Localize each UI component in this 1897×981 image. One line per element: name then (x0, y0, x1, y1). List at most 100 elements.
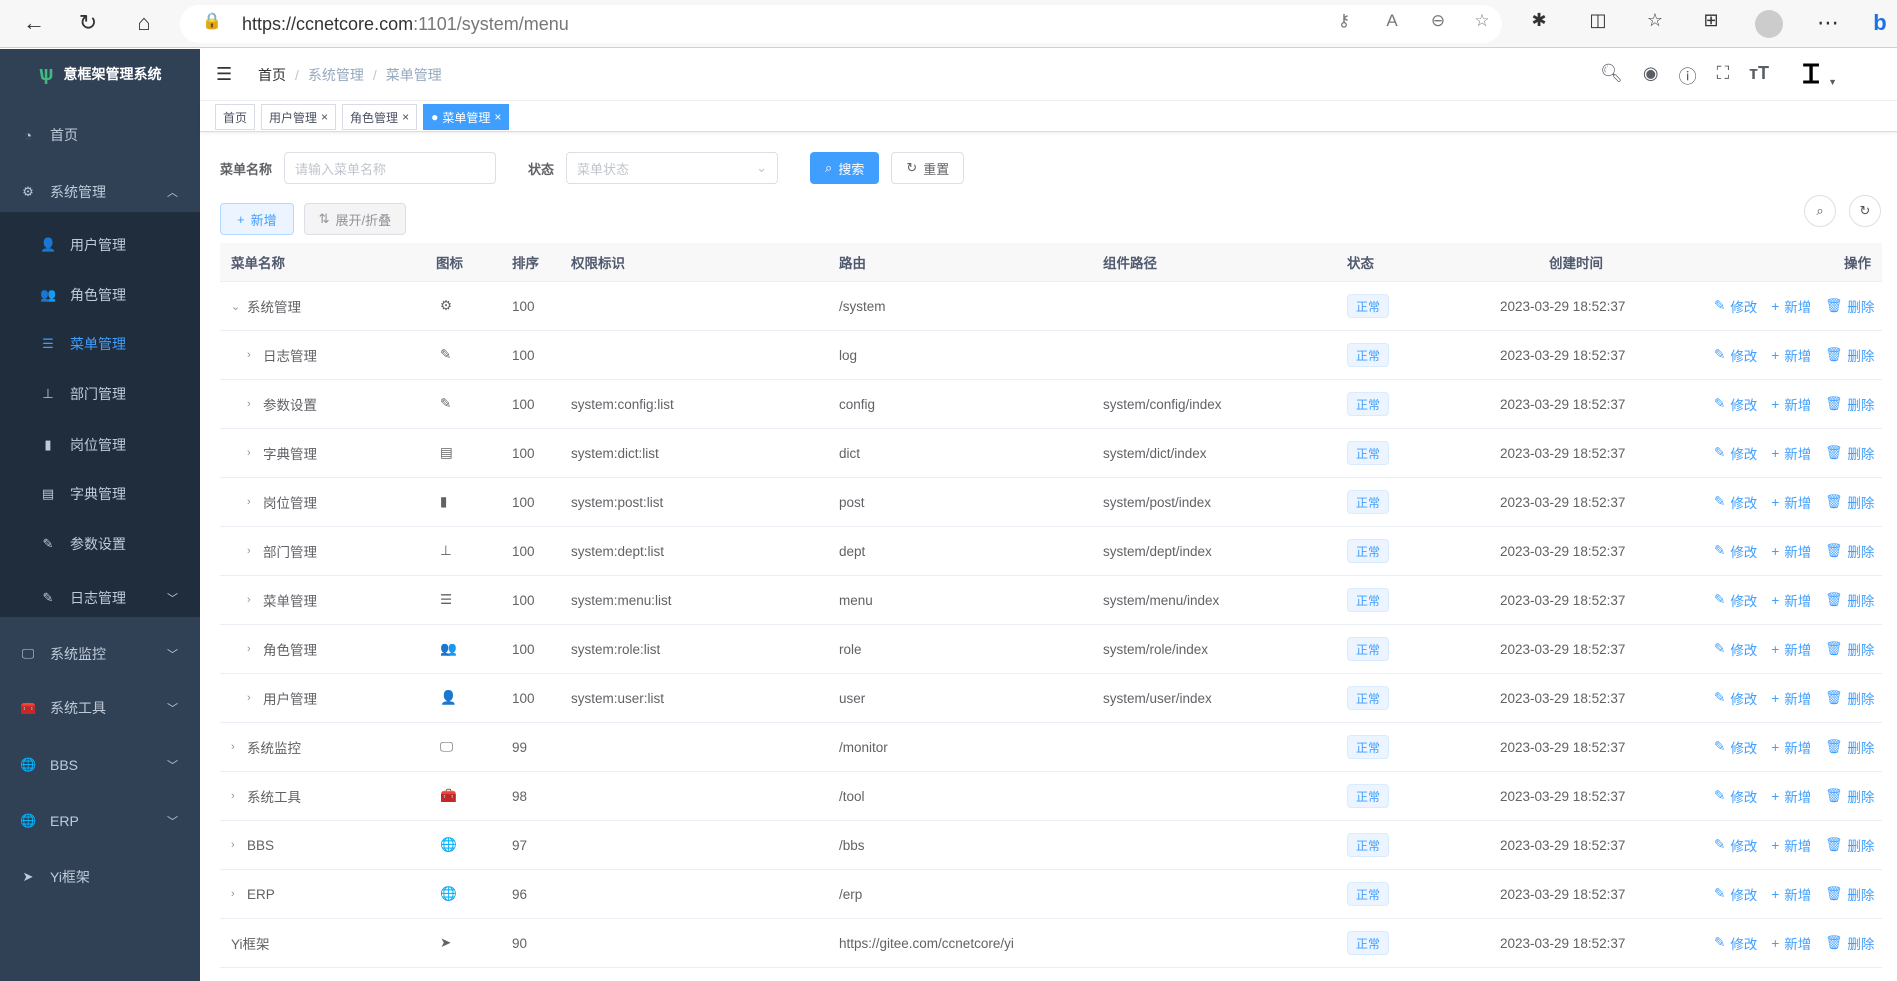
add-child-button[interactable]: + 新增 (1771, 688, 1811, 708)
edit-button[interactable]: ✎ 修改 (1714, 590, 1757, 610)
chevron-right-icon[interactable]: › (247, 349, 251, 361)
edit-button[interactable]: ✎ 修改 (1714, 345, 1757, 365)
chevron-right-icon[interactable]: › (247, 398, 251, 410)
delete-button[interactable]: 🗑︎ 删除 (1825, 884, 1874, 904)
tag-menu[interactable]: ● 菜单管理 × (423, 104, 510, 130)
close-icon[interactable]: × (494, 110, 502, 124)
tag-user[interactable]: 用户管理 × (261, 104, 337, 130)
profile-avatar[interactable] (1755, 10, 1783, 38)
split-screen-icon[interactable]: ◫ (1589, 10, 1607, 30)
sidebar-item[interactable]: ⊥ 部门管理 (0, 369, 200, 419)
add-child-button[interactable]: + 新增 (1771, 345, 1811, 365)
refresh-icon[interactable]: ↻ (78, 10, 98, 35)
edit-button[interactable]: ✎ 修改 (1714, 737, 1757, 757)
delete-button[interactable]: 🗑︎ 删除 (1825, 492, 1874, 512)
toggle-search-button[interactable]: ⌕ (1804, 195, 1836, 227)
chevron-right-icon[interactable]: › (247, 643, 251, 655)
refresh-button[interactable]: ↻ (1849, 195, 1881, 227)
sidebar-item[interactable]: ✎ 日志管理 ﹀ (0, 573, 200, 623)
delete-button[interactable]: 🗑︎ 删除 (1825, 639, 1874, 659)
sidebar-item[interactable]: ⚙ 系统管理 ︿ (0, 167, 200, 217)
add-child-button[interactable]: + 新增 (1771, 737, 1811, 757)
chevron-down-icon[interactable]: ⌄ (231, 300, 241, 313)
github-icon[interactable]: ◉ (1642, 63, 1659, 83)
zoom-out-icon[interactable]: ⊖ (1430, 11, 1446, 30)
add-button[interactable]: + 新增 (220, 203, 294, 235)
chevron-right-icon[interactable]: › (231, 741, 235, 753)
tag-home[interactable]: 首页 (215, 104, 256, 130)
chevron-right-icon[interactable]: › (231, 839, 235, 851)
delete-button[interactable]: 🗑︎ 删除 (1825, 541, 1874, 561)
add-child-button[interactable]: + 新增 (1771, 590, 1811, 610)
sidebar-item[interactable]: 👤 用户管理 (0, 220, 200, 270)
edit-button[interactable]: ✎ 修改 (1714, 443, 1757, 463)
add-child-button[interactable]: + 新增 (1771, 541, 1811, 561)
edit-button[interactable]: ✎ 修改 (1714, 688, 1757, 708)
chevron-right-icon[interactable]: › (247, 496, 251, 508)
chevron-right-icon[interactable]: › (247, 692, 251, 704)
add-child-button[interactable]: + 新增 (1771, 296, 1811, 316)
add-child-button[interactable]: + 新增 (1771, 394, 1811, 414)
back-icon[interactable]: ← (23, 10, 45, 35)
edit-button[interactable]: ✎ 修改 (1714, 296, 1757, 316)
delete-button[interactable]: 🗑︎ 删除 (1825, 590, 1874, 610)
address-bar[interactable]: 🔒 https://ccnetcore.com:1101/system/menu… (180, 5, 1502, 43)
breadcrumb-item[interactable]: 首页 (258, 66, 286, 83)
edit-button[interactable]: ✎ 修改 (1714, 933, 1757, 953)
sidebar-item[interactable]: ☰ 菜单管理 (0, 319, 200, 369)
chevron-right-icon[interactable]: › (231, 790, 235, 802)
menu-name-input[interactable]: 请输入菜单名称 (284, 152, 497, 184)
edit-button[interactable]: ✎ 修改 (1714, 835, 1757, 855)
tag-role[interactable]: 角色管理 × (342, 104, 418, 130)
expand-collapse-button[interactable]: ⇅ 展开/折叠 (303, 203, 407, 235)
delete-button[interactable]: 🗑︎ 删除 (1825, 394, 1874, 414)
chevron-right-icon[interactable]: › (231, 888, 235, 900)
edit-button[interactable]: ✎ 修改 (1714, 786, 1757, 806)
chevron-right-icon[interactable]: › (247, 447, 251, 459)
sidebar-item[interactable]: ▮ 岗位管理 (0, 420, 200, 470)
hamburger-icon[interactable]: ☰ (216, 64, 233, 84)
add-child-button[interactable]: + 新增 (1771, 443, 1811, 463)
chevron-right-icon[interactable]: › (247, 594, 251, 606)
delete-button[interactable]: 🗑︎ 删除 (1825, 345, 1874, 365)
add-child-button[interactable]: + 新增 (1771, 933, 1811, 953)
add-child-button[interactable]: + 新增 (1771, 639, 1811, 659)
font-size-icon[interactable]: тT (1749, 63, 1769, 83)
bing-icon[interactable]: b (1873, 10, 1887, 35)
delete-button[interactable]: 🗑︎ 删除 (1825, 786, 1874, 806)
delete-button[interactable]: 🗑︎ 删除 (1825, 933, 1874, 953)
sidebar-item[interactable]: ✎ 参数设置 (0, 519, 200, 569)
sidebar-item[interactable]: ◔ 首页 (0, 110, 200, 160)
sidebar-item[interactable]: ▤ 字典管理 (0, 469, 200, 519)
read-aloud-icon[interactable]: A (1386, 11, 1398, 30)
caret-down-icon[interactable]: ▼ (1828, 77, 1837, 87)
favorites-icon[interactable]: ☆ (1646, 10, 1664, 30)
add-child-button[interactable]: + 新增 (1771, 884, 1811, 904)
more-icon[interactable]: ⋯ (1817, 10, 1839, 35)
close-icon[interactable]: × (402, 110, 410, 124)
add-child-button[interactable]: + 新增 (1771, 492, 1811, 512)
edit-button[interactable]: ✎ 修改 (1714, 639, 1757, 659)
edit-button[interactable]: ✎ 修改 (1714, 492, 1757, 512)
favorite-add-icon[interactable]: ☆ (1474, 11, 1490, 30)
fullscreen-icon[interactable]: ⛶ (1716, 63, 1730, 83)
sidebar-item[interactable]: ➤ Yi框架 (0, 852, 200, 902)
reset-button[interactable]: ↻ 重置 (891, 152, 965, 184)
user-avatar[interactable]: Ꮖ (1802, 59, 1821, 89)
delete-button[interactable]: 🗑︎ 删除 (1825, 688, 1874, 708)
delete-button[interactable]: 🗑︎ 删除 (1825, 443, 1874, 463)
delete-button[interactable]: 🗑︎ 删除 (1825, 835, 1874, 855)
delete-button[interactable]: 🗑︎ 删除 (1825, 296, 1874, 316)
search-icon[interactable]: 🔍︎ (1599, 63, 1623, 83)
sidebar-item[interactable]: 🧰 系统工具 ﹀ (0, 683, 200, 733)
key-icon[interactable]: ⚷ (1337, 11, 1351, 30)
edit-button[interactable]: ✎ 修改 (1714, 884, 1757, 904)
sidebar-item[interactable]: 🖵 系统监控 ﹀ (0, 629, 200, 679)
collections-icon[interactable]: ⊞ (1703, 10, 1719, 30)
edit-button[interactable]: ✎ 修改 (1714, 394, 1757, 414)
sidebar-item[interactable]: 🌐 ERP ﹀ (0, 796, 200, 846)
add-child-button[interactable]: + 新增 (1771, 786, 1811, 806)
chevron-right-icon[interactable]: › (247, 545, 251, 557)
extensions-icon[interactable]: ✱ (1531, 10, 1547, 30)
delete-button[interactable]: 🗑︎ 删除 (1825, 737, 1874, 757)
